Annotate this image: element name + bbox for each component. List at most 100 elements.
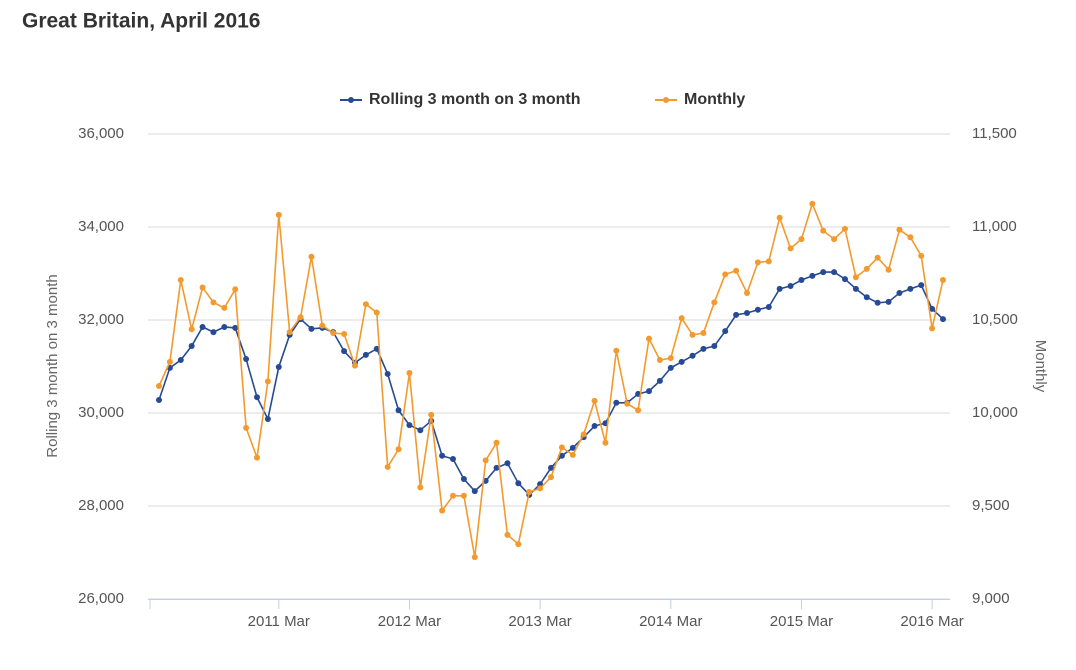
data-point <box>809 272 816 279</box>
data-point <box>896 290 903 297</box>
data-point <box>700 345 707 352</box>
data-point <box>471 554 478 561</box>
data-point <box>373 345 380 352</box>
data-point <box>744 290 750 297</box>
data-point <box>428 411 435 418</box>
data-point <box>842 276 848 283</box>
data-point <box>493 439 500 446</box>
data-point <box>765 303 772 310</box>
data-point <box>798 277 805 284</box>
data-point <box>558 444 565 451</box>
data-point <box>373 309 380 316</box>
data-point <box>286 329 293 336</box>
data-point <box>689 352 696 359</box>
data-point <box>776 285 783 292</box>
data-point <box>515 541 522 548</box>
data-point <box>646 388 652 395</box>
data-point <box>646 335 652 342</box>
data-point <box>863 294 870 301</box>
data-point <box>232 286 239 293</box>
data-point <box>896 226 903 233</box>
data-point <box>450 492 456 499</box>
data-point <box>482 457 489 464</box>
data-point <box>722 271 729 278</box>
data-point <box>711 343 718 350</box>
data-point <box>504 460 511 467</box>
data-point <box>515 480 522 487</box>
data-point <box>689 331 696 338</box>
data-point <box>210 299 217 306</box>
series-line <box>158 271 944 496</box>
y-axis-title: Rolling 3 month on 3 month <box>44 274 61 457</box>
data-point <box>787 283 794 290</box>
data-point <box>384 463 391 470</box>
data-point <box>831 269 838 276</box>
data-point <box>613 347 620 354</box>
data-point <box>297 314 304 321</box>
data-point <box>820 269 827 276</box>
data-point <box>569 444 576 451</box>
data-point <box>667 355 674 362</box>
data-point <box>177 277 184 284</box>
data-point <box>243 356 250 363</box>
data-point <box>395 446 402 453</box>
y2-tick-label: 10,500 <box>972 311 1018 328</box>
data-point <box>537 481 544 488</box>
data-point <box>308 325 315 332</box>
data-point <box>656 356 663 363</box>
data-point <box>493 464 500 471</box>
data-point <box>406 370 413 377</box>
data-point <box>254 394 260 401</box>
data-point <box>308 253 315 260</box>
data-point <box>907 285 914 292</box>
data-point <box>232 324 239 331</box>
data-point <box>156 383 162 390</box>
data-point <box>439 507 446 514</box>
y-tick-label: 26,000 <box>78 590 124 607</box>
data-point <box>450 456 456 463</box>
data-point <box>754 259 761 266</box>
data-point <box>199 284 206 291</box>
data-point <box>852 274 859 281</box>
y2-axis-title: Monthly <box>1032 340 1049 393</box>
y-tick-label: 28,000 <box>78 497 124 514</box>
y2-tick-label: 11,500 <box>972 125 1017 142</box>
data-point <box>733 267 740 274</box>
data-point <box>580 431 587 438</box>
y-tick-label: 32,000 <box>78 311 124 328</box>
legend-label: Monthly <box>684 91 745 108</box>
data-point <box>504 531 511 538</box>
data-point <box>711 299 718 306</box>
x-tick-label: 2013 Mar <box>508 613 571 630</box>
data-point <box>362 301 369 308</box>
data-point <box>526 489 533 496</box>
data-point <box>754 306 761 313</box>
data-point <box>918 252 925 259</box>
data-point <box>885 266 892 273</box>
data-point <box>221 304 228 311</box>
data-point <box>156 396 162 403</box>
data-point <box>548 474 554 481</box>
data-point <box>460 476 467 483</box>
x-tick-label: 2011 Mar <box>248 613 310 630</box>
data-point <box>929 305 936 312</box>
data-point <box>842 225 848 232</box>
data-point <box>406 422 413 429</box>
data-point <box>275 211 282 218</box>
data-point <box>264 378 271 385</box>
data-point <box>678 315 685 322</box>
data-point <box>341 348 348 355</box>
data-point <box>417 427 424 434</box>
data-point <box>765 258 772 265</box>
data-point <box>907 234 914 241</box>
x-tick-label: 2012 Mar <box>378 613 441 630</box>
data-point <box>798 236 805 243</box>
data-point <box>330 330 337 337</box>
data-point <box>395 407 402 414</box>
data-point <box>537 485 544 492</box>
data-point <box>341 330 348 337</box>
data-point <box>471 488 478 495</box>
data-point <box>929 325 936 332</box>
chart-title: Great Britain, April 2016 <box>22 10 260 33</box>
data-point <box>624 400 631 407</box>
